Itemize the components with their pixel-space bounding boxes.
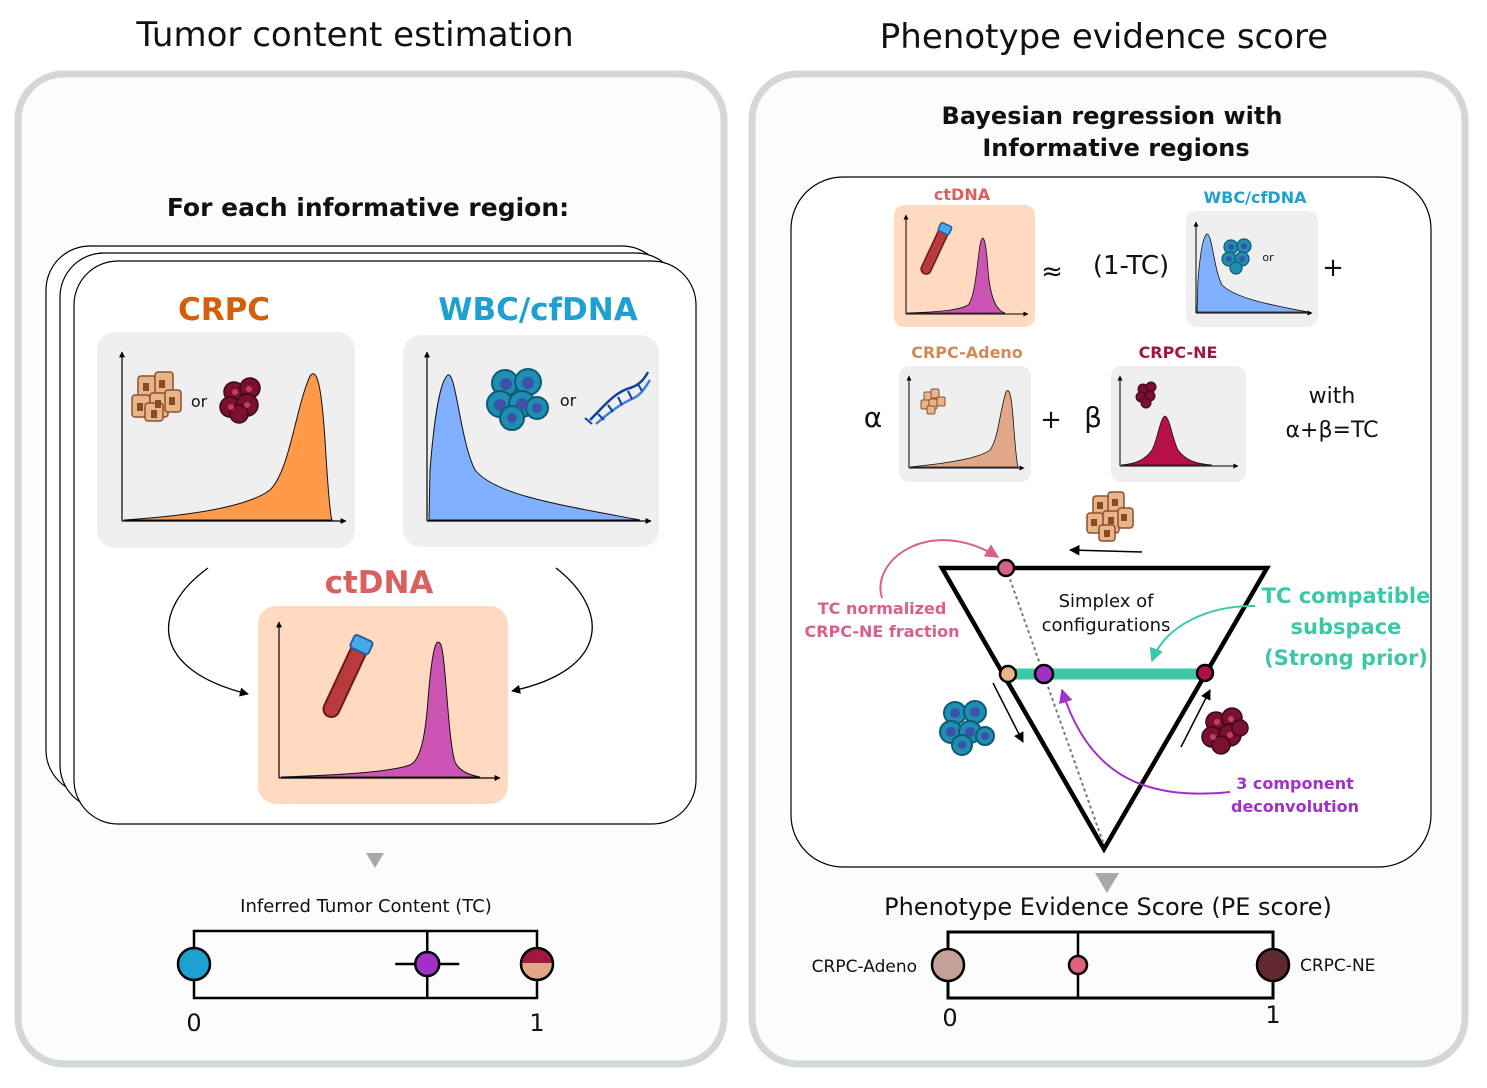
tc-max-marker [519,946,555,982]
ctdna-label: ctDNA [325,565,434,601]
subspace-adeno-end-marker [998,664,1018,684]
eq-wbc-label: WBC/cfDNA [1204,188,1308,207]
left-flow-down-icon [366,853,384,868]
tc-compatible-label-line1: TC compatible [1262,584,1431,608]
eq-ctdna-plot [894,205,1035,327]
right-panel: Phenotype evidence score Bayesian regres… [748,17,1469,1068]
tc-normalized-label-line2: CRPC-NE fraction [804,622,959,641]
deconvolution-estimate-marker [1033,663,1055,685]
simplex-ne-cell-icon [1201,707,1249,755]
crpc-adeno-cell-icon [131,371,182,422]
pe-estimate-marker [1067,954,1089,976]
tc-compatible-label-line2: subspace [1291,615,1402,639]
simplex-adeno-cell-icon [1086,491,1134,542]
eq-adeno-label: CRPC-Adeno [911,343,1023,362]
tc-compatible-label-line3: (Strong prior) [1264,646,1428,670]
pe-max-label: 1 [1265,1001,1280,1029]
eq-alpha: α [864,401,882,434]
eq-with-line2: α+β=TC [1286,418,1379,443]
simplex-dotted-line [1005,567,1105,846]
crpc-to-ctdna-arrow [167,567,249,697]
wbc-to-ctdna-arrow [511,567,593,694]
simplex-wbc-cell-icon [939,700,995,756]
eq-adeno-plot [899,366,1031,482]
right-flow-down-icon [1095,873,1119,893]
wbc-cell-icon [486,368,549,431]
right-subtitle-line1: Bayesian regression with [942,102,1283,130]
left-panel-subtitle: For each informative region: [167,193,569,222]
tc-compatible-arrow [1149,604,1256,663]
tc-bar-label: Inferred Tumor Content (TC) [240,896,492,917]
pe-adeno-marker [930,947,966,983]
wbc-vertex-arrow [992,682,1024,743]
tc-max-label: 1 [529,1009,544,1037]
crpc-or-text: or [191,392,208,411]
pe-right-label: CRPC-NE [1300,956,1375,976]
simplex-triangle [938,565,1271,854]
eq-ctdna-label: ctDNA [934,185,991,204]
pe-min-label: 0 [942,1004,957,1032]
deconvolution-label-line2: deconvolution [1231,797,1359,816]
eq-wbc-or-text: or [1262,251,1274,264]
tc-estimate-marker [413,950,441,978]
eq-plus-1: + [1322,253,1344,283]
eq-one-minus-tc: (1-TC) [1093,251,1169,281]
crpc-ne-cell-icon [219,377,261,424]
eq-ne-plot [1111,366,1246,482]
pe-ne-marker [1255,947,1291,983]
right-subtitle-line2: Informative regions [982,134,1249,162]
wbc-distribution-box [403,335,659,547]
ne-fraction-marker [996,558,1016,578]
eq-beta: β [1084,401,1102,434]
eq-ne-label: CRPC-NE [1139,343,1218,362]
eq-wbc-plot [1186,211,1318,327]
dna-helix-icon [584,371,652,425]
tc-normalized-label-line1: TC normalized [818,599,947,618]
simplex-label-line2: configurations [1042,615,1171,636]
wbc-label: WBC/cfDNA [438,292,637,328]
eq-approx-symbol: ≈ [1041,257,1063,287]
tc-min-marker [176,946,212,982]
crpc-label: CRPC [178,292,270,328]
subspace-ne-end-marker [1195,663,1215,683]
deconvolution-label-line1: 3 component [1236,774,1354,793]
simplex-label-line1: Simplex of [1059,591,1155,612]
right-panel-title: Phenotype evidence score [880,17,1328,57]
adeno-vertex-arrow [1068,545,1143,556]
ctdna-distribution-box [258,606,508,804]
deconvolution-arrow [1059,688,1231,795]
tc-min-label: 0 [186,1009,201,1037]
ne-fraction-arrow [879,539,1000,599]
crpc-distribution-box [97,332,355,548]
pe-bar-label: Phenotype Evidence Score (PE score) [884,893,1332,921]
eq-plus-2: + [1040,405,1062,435]
eq-with-line1: with [1309,384,1356,409]
left-panel: Tumor content estimation For each inform… [14,15,728,1068]
wbc-or-text: or [560,391,577,410]
ne-vertex-arrow [1180,689,1211,748]
blood-tube-icon [322,634,374,719]
left-panel-title: Tumor content estimation [135,15,573,55]
pe-left-label: CRPC-Adeno [812,957,917,977]
